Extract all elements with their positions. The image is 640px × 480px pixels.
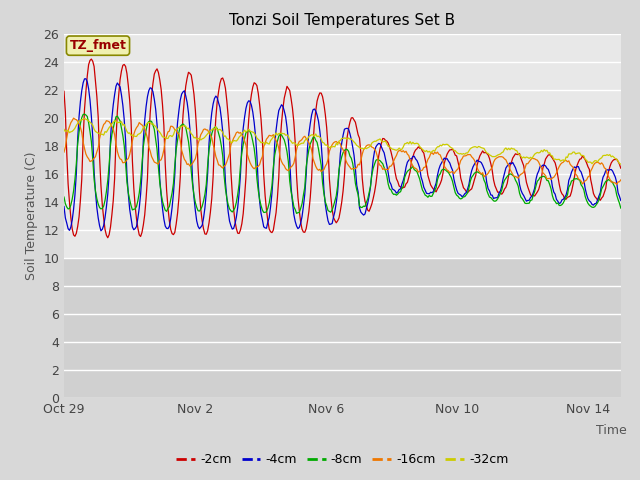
-32cm [452, 149, 460, 155]
Line: -4cm: -4cm [64, 79, 621, 231]
-2cm [454, 159, 462, 165]
-4cm [470, 161, 478, 167]
-32cm [617, 161, 625, 167]
Line: -16cm: -16cm [64, 118, 621, 184]
-16cm [617, 177, 625, 183]
-16cm [562, 157, 570, 163]
-2cm [230, 207, 237, 213]
-8cm [292, 211, 300, 216]
Title: Tonzi Soil Temperatures Set B: Tonzi Soil Temperatures Set B [229, 13, 456, 28]
-16cm [452, 167, 460, 173]
-4cm [564, 187, 572, 192]
-2cm [88, 56, 95, 62]
-32cm [562, 154, 570, 160]
Legend: -2cm, -4cm, -8cm, -16cm, -32cm: -2cm, -4cm, -8cm, -16cm, -32cm [172, 448, 513, 471]
-4cm [97, 228, 105, 234]
X-axis label: Time: Time [596, 424, 627, 437]
Text: TZ_fmet: TZ_fmet [70, 39, 127, 52]
-32cm [469, 144, 477, 150]
-8cm [60, 194, 68, 200]
-32cm [228, 139, 236, 145]
-8cm [248, 132, 255, 138]
-16cm [70, 115, 77, 121]
-8cm [564, 192, 572, 198]
-2cm [470, 177, 478, 182]
-16cm [228, 139, 236, 144]
-2cm [564, 194, 572, 200]
-2cm [249, 84, 257, 90]
-8cm [372, 157, 380, 163]
-16cm [371, 146, 378, 152]
-2cm [617, 165, 625, 171]
-2cm [104, 235, 111, 240]
-4cm [372, 144, 380, 150]
-2cm [372, 181, 380, 187]
-8cm [81, 111, 88, 117]
Line: -32cm: -32cm [64, 119, 621, 164]
Line: -2cm: -2cm [64, 59, 621, 238]
Bar [64, 258, 621, 398]
Y-axis label: Soil Temperature (C): Soil Temperature (C) [25, 152, 38, 280]
-16cm [469, 156, 477, 161]
-8cm [228, 209, 236, 215]
-8cm [470, 170, 478, 176]
-32cm [81, 116, 88, 121]
-4cm [82, 76, 90, 82]
-4cm [617, 198, 625, 204]
-4cm [249, 109, 257, 115]
-8cm [617, 205, 625, 211]
-32cm [248, 129, 255, 134]
Line: -8cm: -8cm [64, 114, 621, 214]
-16cm [60, 149, 68, 155]
-4cm [230, 226, 237, 231]
-16cm [248, 163, 255, 168]
-4cm [454, 190, 462, 196]
-32cm [60, 127, 68, 132]
-32cm [371, 138, 378, 144]
-4cm [60, 204, 68, 209]
-8cm [454, 193, 462, 199]
-2cm [60, 88, 68, 94]
-16cm [613, 181, 621, 187]
